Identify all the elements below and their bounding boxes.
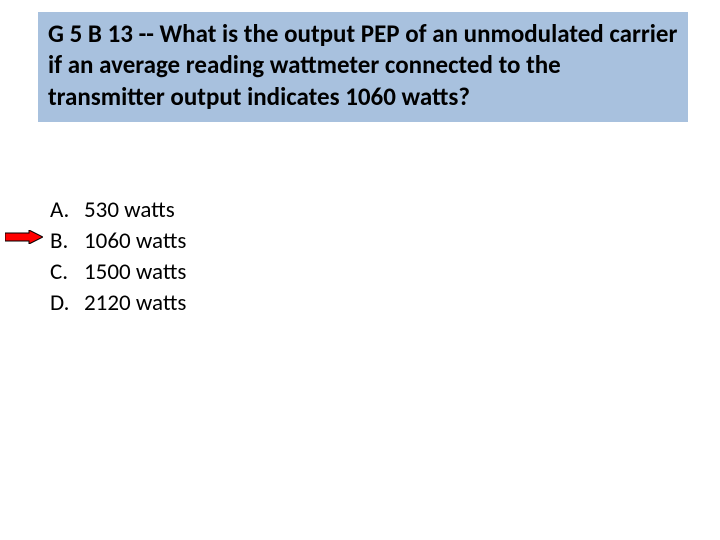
answer-text: 2120 watts — [84, 288, 186, 319]
arrow-shape — [5, 230, 43, 244]
question-box: G 5 B 13 -- What is the output PEP of an… — [38, 12, 688, 122]
answer-letter: C. — [50, 257, 84, 288]
answer-option-a: A. 530 watts — [50, 195, 186, 226]
answer-text: 530 watts — [84, 195, 175, 226]
answer-letter: D. — [50, 288, 84, 319]
answer-letter: B. — [50, 226, 84, 257]
answer-text: 1500 watts — [84, 257, 186, 288]
correct-answer-arrow-icon — [5, 230, 43, 244]
answer-text: 1060 watts — [84, 226, 186, 257]
answer-list: A. 530 watts B. 1060 watts C. 1500 watts… — [50, 195, 186, 319]
answer-letter: A. — [50, 195, 84, 226]
question-text: G 5 B 13 -- What is the output PEP of an… — [48, 18, 678, 112]
answer-option-b: B. 1060 watts — [50, 226, 186, 257]
answer-option-d: D. 2120 watts — [50, 288, 186, 319]
answer-option-c: C. 1500 watts — [50, 257, 186, 288]
